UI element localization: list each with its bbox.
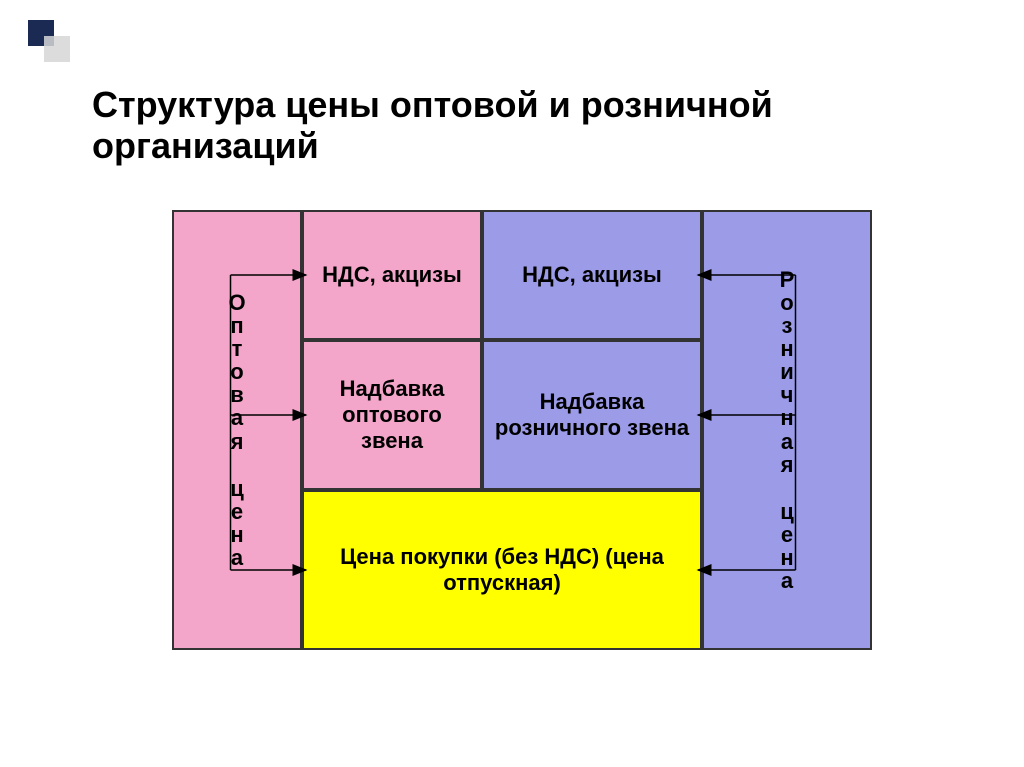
vat-retail-cell: НДС, акцизы <box>482 210 702 340</box>
wholesale-price-label: Оптовая цена <box>172 210 302 650</box>
markup-retail-cell: Надбавка розничного звена <box>482 340 702 490</box>
cell-text: Надбавка розничного звена <box>490 389 694 441</box>
retail-price-label: Розничная цена <box>702 210 872 650</box>
vat-wholesale-cell: НДС, акцизы <box>302 210 482 340</box>
slide: Структура цены оптовой и розничной орган… <box>0 0 1024 767</box>
cell-text: НДС, акцизы <box>522 262 662 288</box>
cell-text: НДС, акцизы <box>322 262 462 288</box>
cell-text: Надбавка оптового звена <box>310 376 474 454</box>
page-title: Структура цены оптовой и розничной орган… <box>92 84 964 167</box>
markup-wholesale-cell: Надбавка оптового звена <box>302 340 482 490</box>
cell-text: Цена покупки (без НДС) (цена отпускная) <box>310 544 694 596</box>
purchase-price-cell: Цена покупки (без НДС) (цена отпускная) <box>302 490 702 650</box>
corner-decoration <box>28 20 70 62</box>
